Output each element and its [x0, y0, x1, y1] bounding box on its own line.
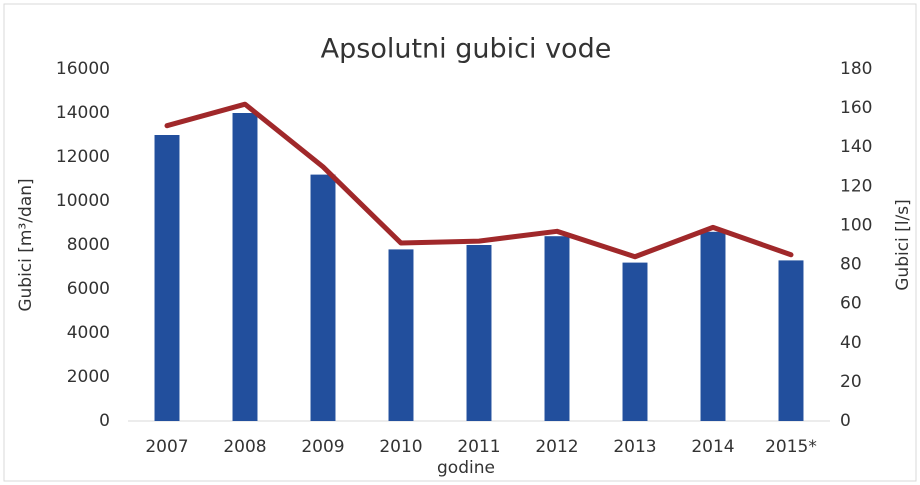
x-tick-label: 2007 [145, 437, 188, 457]
y-axis-title: Gubici [m³/dan] [16, 178, 36, 311]
y-tick-label: 0 [99, 411, 110, 431]
y2-axis-title: Gubici [l/s] [893, 199, 913, 291]
y2-tick-label: 80 [840, 255, 862, 275]
bar [622, 262, 648, 421]
bar [232, 113, 258, 421]
x-tick-label: 2010 [379, 437, 422, 457]
y-tick-label: 12000 [56, 147, 110, 167]
line [164, 101, 794, 260]
bar [388, 249, 414, 421]
y2-tick-label: 160 [840, 98, 872, 118]
y2-tick-label: 180 [840, 59, 872, 79]
x-axis-title: godine [437, 458, 495, 478]
y-tick-label: 8000 [67, 235, 110, 255]
y-tick-label: 10000 [56, 191, 110, 211]
y-tick-label: 14000 [56, 103, 110, 123]
bar [700, 231, 726, 421]
y2-tick-label: 20 [840, 372, 862, 392]
bar [466, 245, 492, 421]
bar [310, 174, 336, 421]
x-tick-label: 2012 [535, 437, 578, 457]
x-tick-label: 2015* [765, 437, 817, 457]
bar [778, 260, 804, 421]
x-tick-label: 2014 [691, 437, 734, 457]
y2-tick-label: 120 [840, 176, 872, 196]
x-tick-label: 2008 [223, 437, 266, 457]
y-tick-label: 6000 [67, 279, 110, 299]
x-tick-label: 2013 [613, 437, 656, 457]
y-tick-label: 4000 [67, 323, 110, 343]
y-tick-label: 16000 [56, 59, 110, 79]
y-tick-label: 2000 [67, 367, 110, 387]
y2-tick-label: 40 [840, 333, 862, 353]
x-tick-label: 2011 [457, 437, 500, 457]
y2-tick-label: 140 [840, 137, 872, 157]
chart-title: Apsolutni gubici vode [321, 34, 612, 65]
bar [154, 135, 180, 421]
bar [544, 236, 570, 421]
y2-tick-label: 0 [840, 411, 851, 431]
x-tick-label: 2009 [301, 437, 344, 457]
y2-tick-label: 100 [840, 215, 872, 235]
y2-tick-label: 60 [840, 294, 862, 314]
